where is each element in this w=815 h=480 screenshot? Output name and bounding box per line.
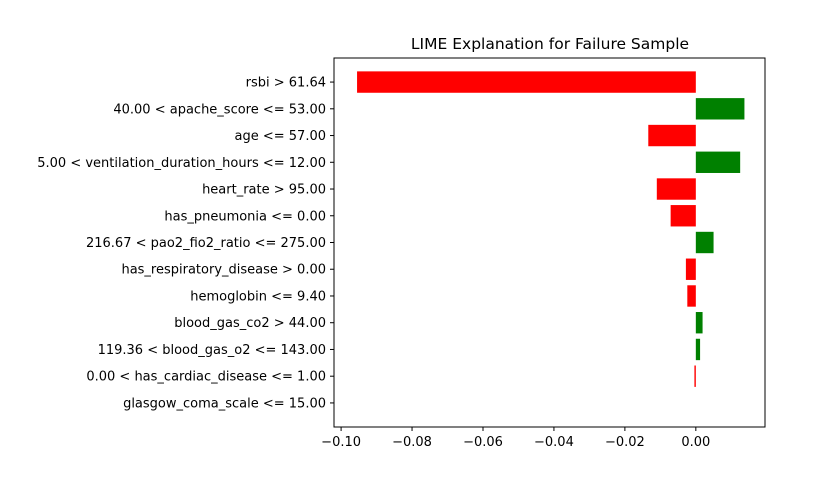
x-axis-ticks: −0.10 −0.08 −0.06 −0.04 −0.02 0.00 (321, 427, 710, 450)
y-tick-label: glasgow_coma_scale <= 15.00 (123, 396, 326, 411)
y-tick-label: 0.00 < has_cardiac_disease <= 1.00 (86, 370, 326, 385)
x-tick-label: −0.10 (321, 435, 361, 450)
bar (695, 338, 701, 361)
bar (687, 285, 696, 307)
x-tick-label: −0.08 (392, 435, 432, 450)
bar (694, 365, 696, 387)
bar (357, 71, 696, 93)
x-tick-label: −0.06 (463, 435, 503, 450)
bar (695, 231, 714, 254)
x-tick-label: 0.00 (681, 435, 710, 450)
x-tick-label: −0.04 (534, 435, 574, 450)
y-tick-label: blood_gas_co2 > 44.00 (174, 316, 326, 331)
bar (695, 151, 741, 173)
bar (695, 98, 745, 120)
y-tick-label: has_respiratory_disease > 0.00 (121, 263, 326, 278)
bar (695, 312, 703, 334)
y-tick-label: has_pneumonia <= 0.00 (164, 209, 326, 224)
y-tick-label: hemoglobin <= 9.40 (190, 289, 326, 304)
bar (670, 205, 696, 227)
y-tick-label: heart_rate > 95.00 (202, 183, 326, 198)
y-axis-ticks: rsbi > 61.64 40.00 < apache_score <= 53.0… (37, 76, 334, 411)
bar (648, 124, 696, 147)
y-tick-label: 119.36 < blood_gas_o2 <= 143.00 (98, 343, 326, 358)
y-tick-label: 216.67 < pao2_fio2_ratio <= 275.00 (86, 236, 326, 251)
plot-frame (333, 57, 766, 428)
y-tick-label: age <= 57.00 (235, 129, 326, 144)
x-tick-label: −0.02 (605, 435, 645, 450)
y-tick-label: 5.00 < ventilation_duration_hours <= 12.… (37, 156, 326, 171)
bar (656, 178, 696, 200)
y-tick-label: 40.00 < apache_score <= 53.00 (113, 102, 326, 117)
y-tick-label: rsbi > 61.64 (246, 76, 326, 91)
bars-group (357, 71, 745, 387)
bar (685, 258, 696, 280)
chart-title: LIME Explanation for Failure Sample (411, 35, 689, 53)
